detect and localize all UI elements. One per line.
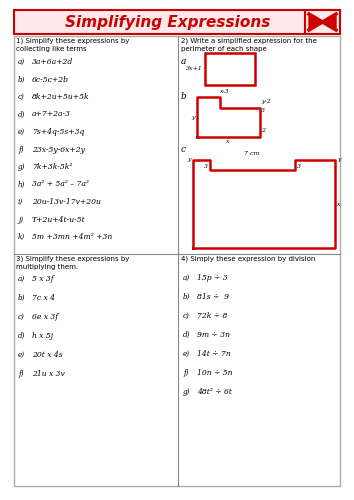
Text: 7 cm: 7 cm	[244, 151, 260, 156]
Polygon shape	[309, 14, 322, 30]
Text: d): d)	[18, 332, 25, 340]
Text: y-2: y-2	[261, 100, 270, 104]
Text: c): c)	[18, 313, 25, 321]
Text: 3x+1: 3x+1	[186, 66, 203, 70]
Text: e): e)	[18, 128, 25, 136]
Text: 48t² ÷ 6t: 48t² ÷ 6t	[197, 388, 232, 396]
Text: 72k ÷ 8: 72k ÷ 8	[197, 312, 227, 320]
Text: 3: 3	[297, 164, 301, 168]
Text: 15p ÷ 3: 15p ÷ 3	[197, 274, 228, 282]
Bar	[14, 10, 340, 34]
Text: 6c-5c+2b: 6c-5c+2b	[32, 76, 69, 84]
Text: 3a+6a+2d: 3a+6a+2d	[32, 58, 73, 66]
Text: a): a)	[18, 58, 25, 66]
Text: h): h)	[18, 180, 25, 188]
Text: g): g)	[18, 163, 25, 171]
Text: j): j)	[18, 216, 23, 224]
Text: 3: 3	[261, 108, 265, 114]
Text: b): b)	[183, 293, 190, 301]
Text: f): f)	[183, 369, 188, 377]
Text: 2) Write a simplified expression for the
perimeter of each shape: 2) Write a simplified expression for the…	[181, 38, 317, 52]
Text: y: y	[337, 158, 341, 162]
Text: f): f)	[18, 370, 23, 378]
Polygon shape	[322, 14, 336, 30]
Text: 4) Simply these expression by division: 4) Simply these expression by division	[181, 256, 315, 262]
Text: 9m ÷ 3n: 9m ÷ 3n	[197, 331, 230, 339]
Text: 1) Simplify these expressions by
collecting like terms: 1) Simplify these expressions by collect…	[16, 38, 129, 52]
Bar	[205, 53, 255, 85]
Text: a): a)	[18, 275, 25, 283]
Text: y: y	[188, 158, 191, 162]
Text: c: c	[181, 145, 186, 154]
Text: e): e)	[183, 350, 190, 358]
Text: y: y	[192, 114, 195, 119]
Text: x-3: x-3	[220, 89, 229, 94]
Text: 7k+3k-5k²: 7k+3k-5k²	[32, 163, 72, 171]
Text: a+7+2a-3: a+7+2a-3	[32, 110, 71, 118]
Text: 20u-13v-17v+20u: 20u-13v-17v+20u	[32, 198, 101, 206]
Text: 81s ÷  9: 81s ÷ 9	[197, 293, 229, 301]
Text: a): a)	[183, 274, 190, 282]
Text: x: x	[226, 139, 230, 144]
Text: 5 x 3f: 5 x 3f	[32, 275, 53, 283]
Text: h x 5j: h x 5j	[32, 332, 53, 340]
Text: d): d)	[18, 110, 25, 118]
Text: c): c)	[183, 312, 190, 320]
Text: T+2u+4t-u-5t: T+2u+4t-u-5t	[32, 216, 86, 224]
Bar	[305, 10, 340, 34]
Text: i): i)	[18, 198, 23, 206]
Text: e): e)	[18, 351, 25, 359]
Text: 10n ÷ 5n: 10n ÷ 5n	[197, 369, 233, 377]
Text: Simplifying Expressions: Simplifying Expressions	[65, 14, 271, 30]
Text: d): d)	[183, 331, 190, 339]
Text: 2: 2	[261, 128, 265, 132]
Text: 20t x 4s: 20t x 4s	[32, 351, 63, 359]
Text: 3: 3	[204, 164, 208, 168]
Text: 3) Simplify these expressions by
multiplying them.: 3) Simplify these expressions by multipl…	[16, 256, 129, 270]
Text: 6e x 3f: 6e x 3f	[32, 313, 58, 321]
Text: c): c)	[18, 93, 25, 101]
Text: b: b	[181, 92, 187, 101]
Text: 5m +3mn +4m² +3n: 5m +3mn +4m² +3n	[32, 233, 112, 241]
Text: x: x	[337, 202, 341, 207]
Text: b): b)	[18, 294, 25, 302]
Text: 21u x 3v: 21u x 3v	[32, 370, 65, 378]
Text: k): k)	[18, 233, 25, 241]
Text: 7c x 4: 7c x 4	[32, 294, 55, 302]
Text: 14t ÷ 7n: 14t ÷ 7n	[197, 350, 231, 358]
Text: 8k+2u+5u+5k: 8k+2u+5u+5k	[32, 93, 90, 101]
Text: 7s+4q-5s+3q: 7s+4q-5s+3q	[32, 128, 84, 136]
Text: a: a	[181, 57, 186, 66]
Text: g): g)	[183, 388, 190, 396]
Text: f): f)	[18, 146, 23, 154]
Text: 3a² + 5a² – 7a²: 3a² + 5a² – 7a²	[32, 180, 89, 188]
Text: 23x-5y-6x+2y: 23x-5y-6x+2y	[32, 146, 85, 154]
Text: b): b)	[18, 76, 25, 84]
